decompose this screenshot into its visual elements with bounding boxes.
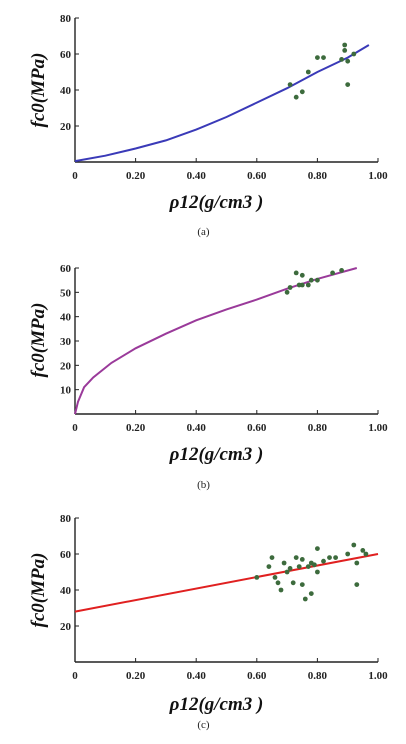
x-tick-label: 0.60 — [247, 422, 267, 434]
data-point — [330, 270, 335, 276]
data-point — [333, 555, 338, 560]
y-tick-label: 40 — [60, 85, 72, 97]
data-point — [327, 555, 332, 560]
y-tick-label: 40 — [60, 585, 72, 597]
data-point — [342, 48, 348, 53]
y-axis-title: fc0(MPa) — [28, 553, 49, 628]
data-point — [302, 596, 308, 602]
data-point — [269, 555, 275, 560]
data-point — [287, 566, 293, 571]
y-tick-label: 20 — [60, 121, 72, 133]
data-point — [315, 277, 320, 283]
fit-curve — [74, 267, 358, 415]
x-axis-title: ρ12(g/cm3 ) — [169, 694, 264, 715]
data-point — [363, 551, 369, 557]
fit-curve — [74, 44, 370, 163]
y-tick-label: 10 — [60, 385, 72, 397]
x-tick-label: 1.00 — [368, 170, 388, 182]
x-tick-label: 0.40 — [187, 422, 207, 434]
data-point — [284, 289, 290, 295]
x-tick-label: 1.00 — [368, 422, 388, 434]
data-point — [305, 564, 311, 569]
panel-caption: (b) — [197, 479, 210, 491]
data-point — [321, 55, 326, 60]
y-tick-label: 80 — [60, 13, 72, 25]
y-axis-title: fc0(MPa) — [28, 303, 49, 378]
data-point — [299, 89, 305, 95]
data-point — [315, 55, 320, 60]
data-point — [293, 555, 299, 560]
x-tick-label: 0 — [72, 670, 78, 682]
data-point — [345, 551, 351, 557]
data-point — [354, 560, 360, 566]
data-point — [293, 94, 299, 100]
y-tick-label: 20 — [60, 621, 72, 633]
chart-panel-b: 0 0.20 0.40 0.60 0.80 1.00 10 20 30 40 50 60 ρ12(g/c… — [28, 263, 388, 491]
data-point — [345, 58, 351, 64]
data-point — [299, 272, 305, 278]
y-tick-label: 60 — [60, 263, 72, 275]
data-point — [360, 548, 366, 553]
data-point — [339, 57, 344, 62]
x-tick-label: 0.60 — [247, 670, 267, 682]
y-tick-label: 20 — [60, 360, 72, 372]
x-axis-title: ρ12(g/cm3 ) — [169, 192, 264, 213]
x-tick-label: 0.60 — [247, 170, 267, 182]
x-tick-label: 1.00 — [368, 670, 388, 682]
data-point — [308, 591, 314, 596]
data-point — [284, 569, 290, 575]
y-tick-label: 30 — [60, 336, 72, 348]
data-point — [275, 580, 281, 586]
chart-panel-c: 0 0.20 0.40 0.60 0.80 1.00 20 40 60 80 ρ12(g/cm3 )… — [28, 513, 388, 731]
data-point — [312, 562, 317, 568]
data-point — [305, 69, 311, 75]
data-point — [290, 580, 296, 586]
x-tick-label: 0.80 — [308, 170, 328, 182]
y-tick-label: 60 — [60, 549, 72, 561]
x-axis-title: ρ12(g/cm3 ) — [169, 444, 264, 465]
y-tick-label: 80 — [60, 513, 72, 525]
data-point — [266, 564, 272, 569]
x-tick-label: 0.80 — [308, 670, 328, 682]
data-point — [308, 277, 314, 283]
data-point — [305, 282, 311, 288]
data-point — [351, 51, 357, 57]
data-point — [321, 558, 326, 564]
data-point — [296, 564, 302, 569]
y-tick-label: 50 — [60, 287, 72, 299]
x-tick-label: 0.20 — [126, 670, 146, 682]
data-point — [293, 270, 299, 276]
panel-caption: (c) — [197, 719, 210, 731]
x-tick-label: 0.40 — [187, 170, 207, 182]
data-point — [345, 82, 351, 87]
data-point — [299, 282, 305, 288]
data-point — [315, 546, 320, 551]
data-point — [299, 557, 305, 562]
data-point — [315, 569, 320, 575]
data-point — [351, 542, 357, 548]
x-tick-label: 0 — [72, 422, 78, 434]
y-tick-label: 40 — [60, 312, 72, 324]
x-tick-label: 0.20 — [126, 170, 146, 182]
chart-panel-a: 0 0.20 0.40 0.60 0.80 1.00 20 40 60 80 ρ12(g/cm3 )… — [28, 13, 388, 238]
data-point — [339, 268, 344, 273]
x-tick-label: 0.80 — [308, 422, 328, 434]
data-point — [278, 587, 284, 593]
x-tick-label: 0 — [72, 170, 78, 182]
data-point — [281, 560, 287, 566]
x-tick-label: 0.20 — [126, 422, 146, 434]
fit-curve — [74, 553, 379, 613]
data-point — [299, 582, 305, 587]
data-point — [287, 82, 293, 87]
data-point — [272, 575, 278, 580]
y-axis-title: fc0(MPa) — [28, 53, 49, 128]
data-point — [354, 582, 360, 587]
data-point — [254, 575, 260, 580]
x-tick-label: 0.40 — [187, 670, 207, 682]
panel-caption: (a) — [197, 226, 210, 238]
data-point — [342, 42, 348, 48]
y-tick-label: 60 — [60, 49, 72, 61]
data-point — [287, 285, 293, 290]
